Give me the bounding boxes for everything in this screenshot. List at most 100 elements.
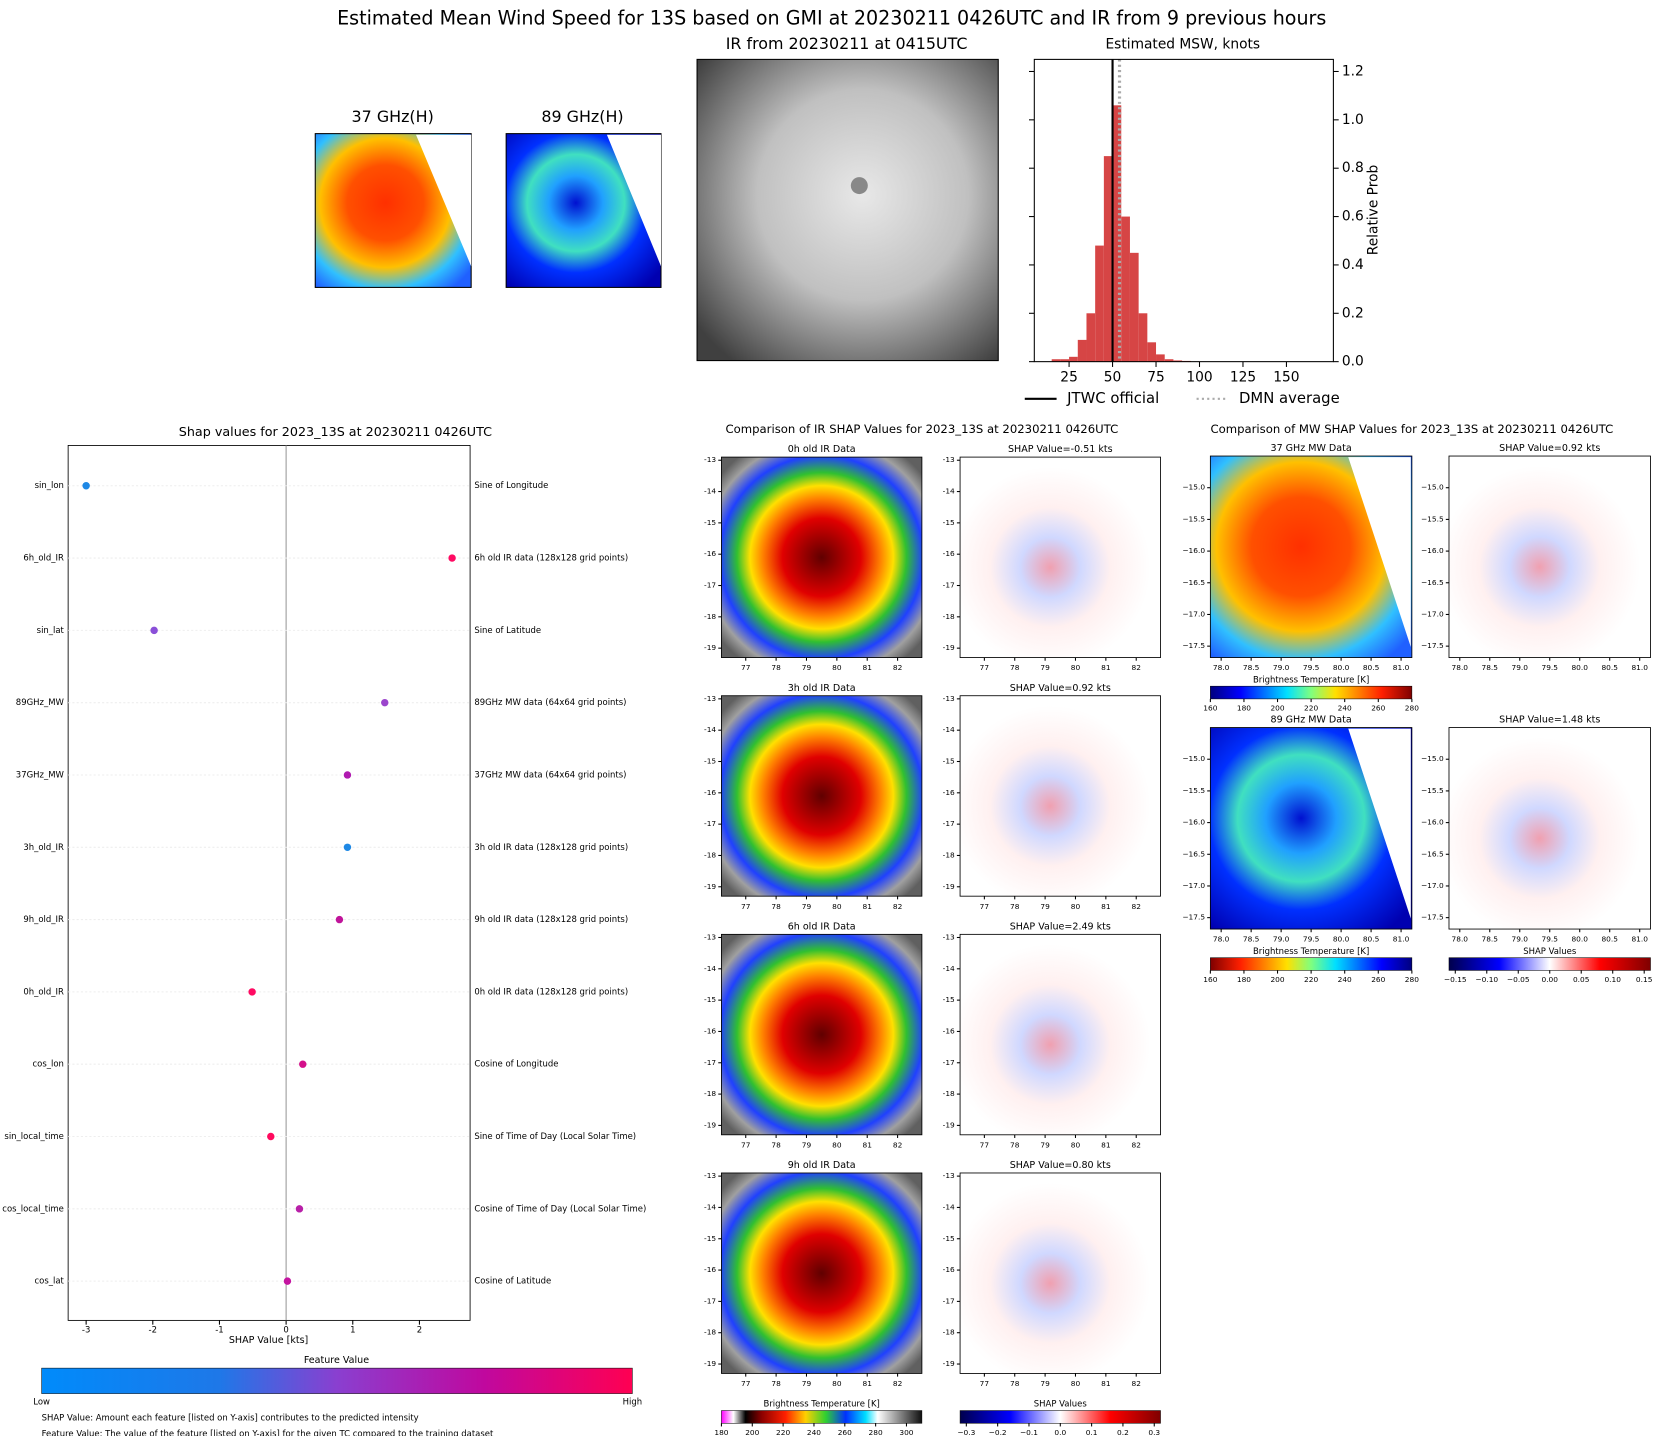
x-tick-label: 80 <box>1071 902 1081 911</box>
colorbar-tick-label: 180 <box>714 1428 728 1436</box>
y-tick-label: -16 <box>943 788 955 797</box>
feature-label: cos_lat <box>35 1276 65 1286</box>
point <box>82 482 90 490</box>
y-tick-label: −15.0 <box>1421 483 1444 492</box>
x-tick-label: 80 <box>832 1379 842 1388</box>
colorbar-label: Brightness Temperature [K] <box>1253 946 1369 956</box>
colorbar-label: Brightness Temperature [K] <box>1253 674 1369 684</box>
colorbar-tick-label: 0.15 <box>1636 975 1653 984</box>
x-tick-label: 125 <box>1230 370 1256 386</box>
y-tick-label: -15 <box>704 756 716 765</box>
y-tick-label: 1.2 <box>1342 63 1364 79</box>
x-tick-label: 77 <box>980 1379 990 1388</box>
y-tick-label: -15 <box>704 1234 716 1243</box>
x-tick-label: 78.5 <box>1243 935 1260 944</box>
y-tick-label: -19 <box>943 1359 955 1368</box>
x-tick-label: 81 <box>863 1140 873 1149</box>
note: SHAP Value: Amount each feature [listed … <box>42 1412 419 1422</box>
y-tick-label: −17.5 <box>1421 641 1444 650</box>
x-tick-label: 78 <box>1010 1140 1020 1149</box>
point <box>381 698 389 707</box>
x-tick-label: 81 <box>1101 902 1111 911</box>
chart-title: Estimated MSW, knots <box>1105 37 1260 53</box>
feature-label: 9h_old_IR <box>23 914 64 924</box>
colorbar-tick-label: 260 <box>1371 703 1385 712</box>
feature-description: Cosine of Longitude <box>474 1059 558 1069</box>
y-tick-label: -17 <box>704 1296 716 1305</box>
plot-frame <box>1033 58 1334 363</box>
x-tick-label: 80.5 <box>1601 663 1618 672</box>
x-tick-label: 80.5 <box>1363 663 1380 672</box>
x-tick-label: 79.5 <box>1303 935 1320 944</box>
panel-title: 6h old IR Data <box>788 921 856 932</box>
x-tick-label: 81 <box>863 1379 873 1388</box>
ir-image <box>696 58 999 362</box>
y-tick-label: −15.5 <box>1182 786 1205 795</box>
feature-description: 3h old IR data (128x128 grid points) <box>474 842 628 852</box>
x-tick-label: 81.0 <box>1393 663 1410 672</box>
feature-label: sin_local_time <box>4 1131 63 1141</box>
y-tick-label: -19 <box>943 1120 955 1129</box>
colorbar-tick-label: 240 <box>807 1428 821 1436</box>
panel-title: SHAP Value=1.48 kts <box>1499 715 1600 726</box>
y-tick-label: -13 <box>943 932 955 941</box>
colorbar-tick-label: −0.10 <box>1475 975 1498 984</box>
x-tick-label: 82 <box>893 902 902 911</box>
x-tick-label: 78.5 <box>1482 935 1499 944</box>
y-tick-label: -19 <box>704 643 716 652</box>
colorbar-tick-label: 0.2 <box>1117 1428 1129 1436</box>
panel-title: SHAP Value=0.92 kts <box>1499 443 1600 454</box>
y-tick-label: -18 <box>943 1328 955 1337</box>
point <box>343 771 352 779</box>
colorbar-tick-label: 260 <box>838 1428 852 1436</box>
colorbar-tick-label: 280 <box>869 1428 883 1436</box>
chart-title: Shap values for 2023_13S at 20230211 042… <box>179 424 492 439</box>
feature-label: 0h_old_IR <box>23 986 64 996</box>
y-tick-label: -19 <box>943 882 955 891</box>
y-tick-label: −16.0 <box>1182 818 1205 827</box>
x-tick-label: 78 <box>771 902 781 911</box>
x-tick-label: 80 <box>832 1140 842 1149</box>
shap-map <box>959 456 1161 658</box>
y-tick-label: −15.0 <box>1421 754 1444 763</box>
x-tick-label: 80.0 <box>1333 663 1350 672</box>
colorbar-tick-label: 280 <box>1405 703 1419 712</box>
x-tick-label: 82 <box>1132 1379 1141 1388</box>
x-tick-label: 81 <box>863 663 873 672</box>
colorbar-tick-label: −0.15 <box>1444 975 1467 984</box>
y-tick-label: 0.8 <box>1342 160 1364 176</box>
bar <box>1069 356 1078 362</box>
x-tick-label: 77 <box>741 663 751 672</box>
feature-description: Cosine of Latitude <box>474 1276 551 1286</box>
y-tick-label: -18 <box>704 1328 716 1337</box>
feature-description: Cosine of Time of Day (Local Solar Time) <box>474 1203 646 1213</box>
y-axis-label: Relative Prob <box>1366 165 1382 255</box>
y-tick-label: −16.0 <box>1421 546 1444 555</box>
x-tick-label: 77 <box>741 1140 751 1149</box>
ir-data-image <box>721 933 923 1136</box>
y-tick-label: −16.5 <box>1421 578 1444 587</box>
x-tick-label: 79 <box>802 1140 812 1149</box>
colorbar-tick-label: 240 <box>1338 975 1352 984</box>
feature-description: Sine of Latitude <box>474 625 541 635</box>
feature-description: 37GHz MW data (64x64 grid points) <box>474 769 626 779</box>
x-tick-label: 79.5 <box>1303 663 1320 672</box>
colorbar-tick-label: 0.0 <box>1054 1428 1066 1436</box>
bar <box>1156 354 1165 362</box>
feature-label: 6h_old_IR <box>23 553 64 563</box>
x-tick-label: 80 <box>1071 1140 1081 1149</box>
point <box>267 1132 275 1141</box>
y-tick-label: −16.0 <box>1421 818 1444 827</box>
x-tick-label: 79.5 <box>1541 935 1558 944</box>
y-tick-label: -14 <box>704 725 716 734</box>
y-tick-label: -19 <box>704 1120 716 1129</box>
x-tick-label: 77 <box>741 902 751 911</box>
x-tick-label: 2 <box>417 1324 422 1334</box>
feature-description: 0h old IR data (128x128 grid points) <box>474 986 628 996</box>
x-tick-label: 79.5 <box>1541 663 1558 672</box>
ir-data-image <box>721 456 923 658</box>
colorbar <box>1448 957 1651 971</box>
feature-label: 89GHz_MW <box>16 697 65 707</box>
y-tick-label: -17 <box>704 819 716 828</box>
